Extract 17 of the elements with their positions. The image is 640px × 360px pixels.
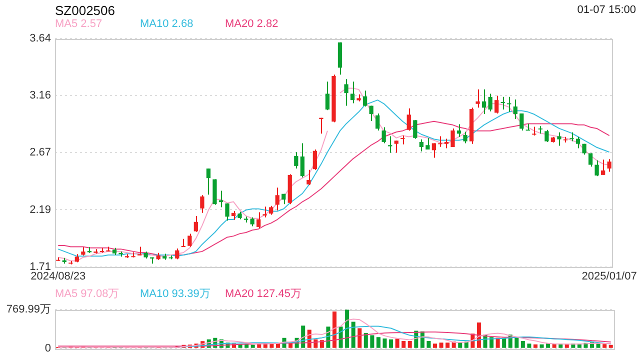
text: MA5 97.08万 [55, 287, 120, 301]
text: 01-07 15:00 [577, 4, 636, 16]
text: MA5 2.57 [55, 18, 104, 30]
y-tick-label: 0 [44, 342, 51, 354]
y-tick-label: 1.71 [30, 260, 51, 273]
x-tick-label: 2024/08/23 [30, 270, 86, 282]
chart-title: SZ002506 [55, 3, 115, 18]
text: MA20 2.82 [225, 18, 280, 30]
text: MA10 2.68 [140, 18, 194, 30]
y-tick-label: 3.16 [30, 90, 51, 102]
x-tick-label: 2025/01/07 [582, 270, 637, 282]
y-tick-label: 3.64 [30, 32, 51, 45]
y-tick-label: 2.67 [30, 146, 51, 159]
y-tick-label: 2.19 [30, 204, 51, 216]
y-tick-label: 769.99万 [6, 304, 51, 316]
text: MA10 93.39万 [140, 287, 212, 301]
text: MA20 127.45万 [225, 287, 302, 301]
